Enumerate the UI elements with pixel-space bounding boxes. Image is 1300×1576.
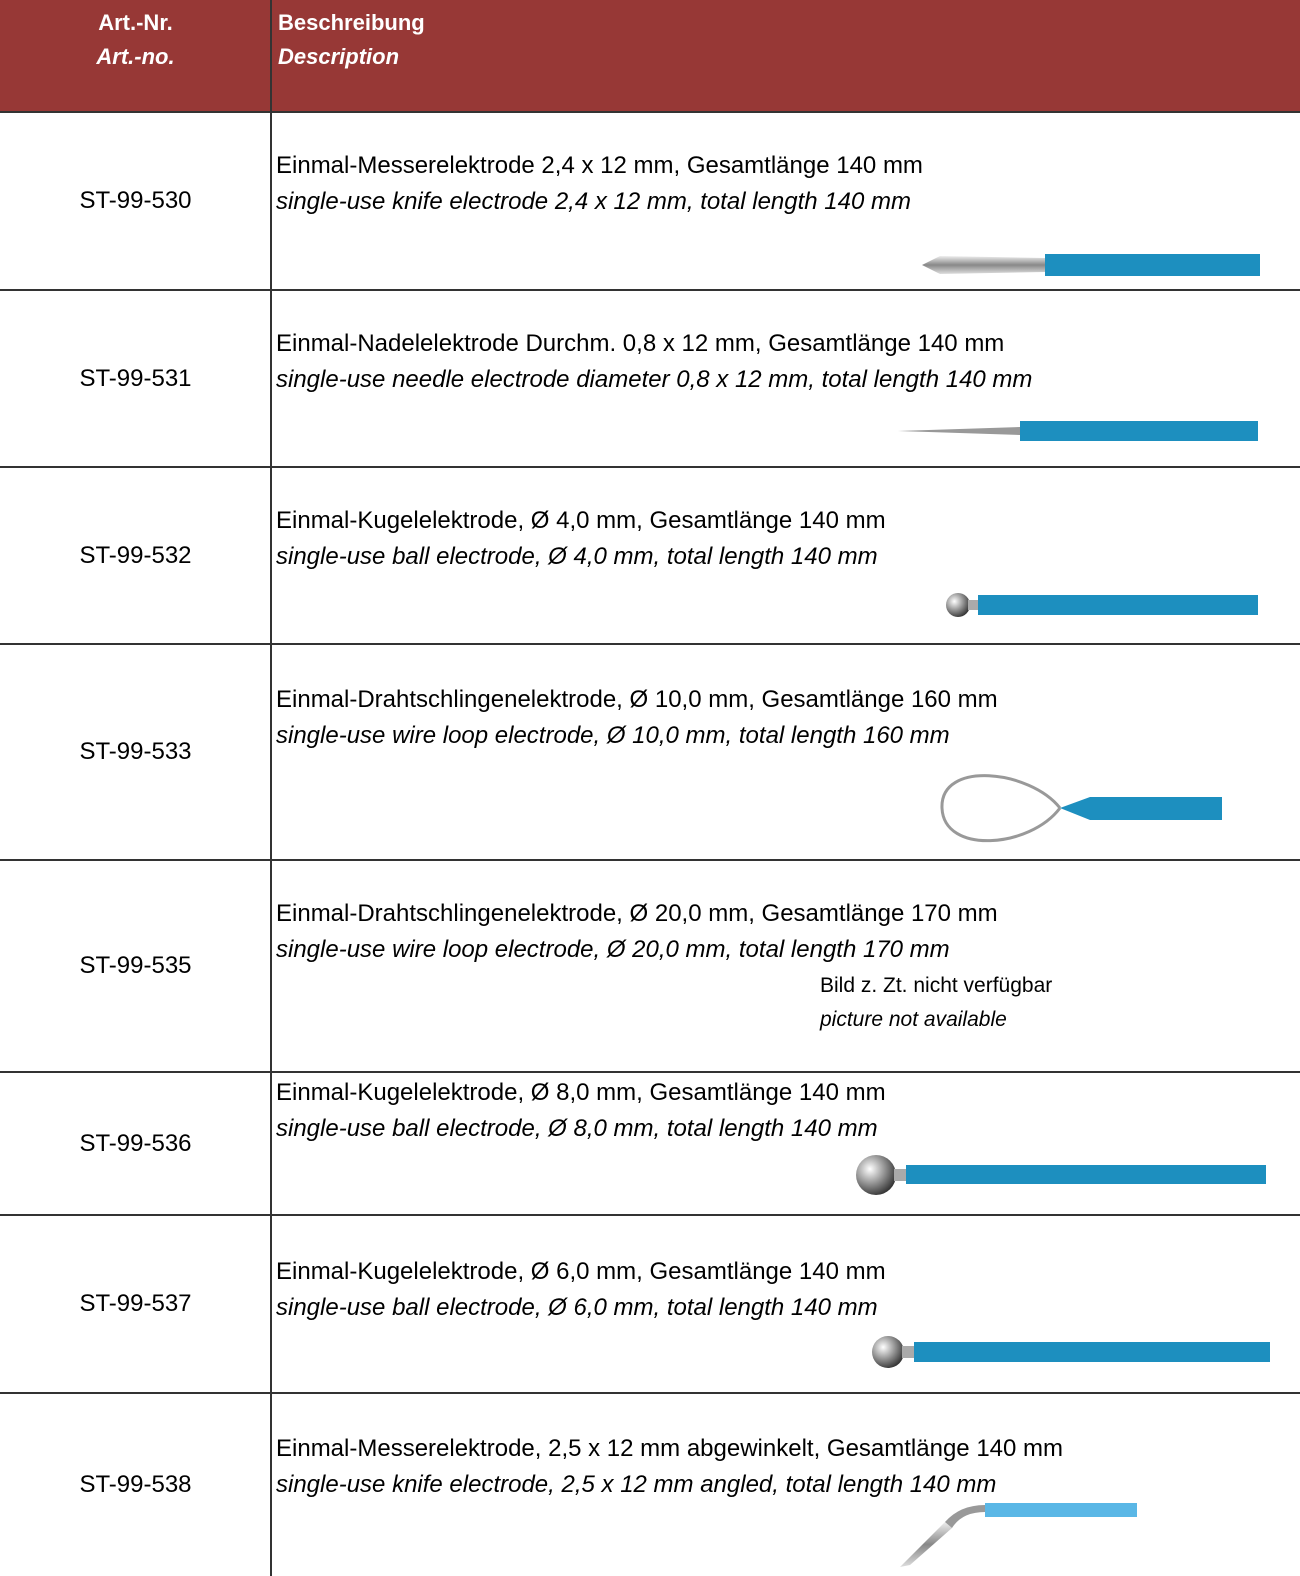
art-no: ST-99-530 — [79, 187, 192, 214]
header-description-de: Beschreibung — [278, 10, 425, 35]
row-divider — [0, 1214, 1300, 1216]
description-de: Einmal-Kugelelektrode, Ø 6,0 mm, Gesamtl… — [276, 1258, 886, 1285]
header-description: Beschreibung Description — [278, 6, 425, 74]
art-no: ST-99-532 — [79, 541, 192, 569]
art-no: ST-99-538 — [79, 1470, 192, 1498]
header-art-no-de: Art.-Nr. — [98, 10, 173, 35]
description-de: Einmal-Nadelelektrode Durchm. 0,8 x 12 m… — [276, 330, 1005, 357]
description-en: single-use wire loop electrode, Ø 20,0 m… — [276, 936, 950, 963]
medium-ball-electrode — [872, 1336, 1270, 1368]
header — [0, 0, 1300, 112]
large-ball-electrode — [856, 1155, 1266, 1195]
description-en: single-use ball electrode, Ø 4,0 mm, tot… — [276, 543, 878, 570]
description-de: Einmal-Kugelelektrode, Ø 8,0 mm, Gesamtl… — [276, 1079, 886, 1106]
angled-knife-electrode — [900, 1503, 1137, 1567]
row-divider — [0, 1071, 1300, 1073]
note-de: Bild z. Zt. nicht verfügbar — [820, 974, 1053, 997]
description-de: Einmal-Messerelektrode 2,4 x 12 mm, Gesa… — [276, 152, 923, 179]
art-no: ST-99-537 — [79, 1290, 192, 1317]
description-en: single-use ball electrode, Ø 6,0 mm, tot… — [276, 1294, 878, 1321]
header-art-no: Art.-Nr. Art.-no. — [0, 6, 271, 74]
description-en: single-use ball electrode, Ø 8,0 mm, tot… — [276, 1115, 878, 1142]
description-en: single-use knife electrode 2,4 x 12 mm, … — [276, 188, 911, 215]
description-en: single-use wire loop electrode, Ø 10,0 m… — [276, 722, 950, 749]
art-no: ST-99-531 — [79, 364, 192, 392]
description-en: single-use knife electrode, 2,5 x 12 mm … — [276, 1471, 997, 1498]
needle-electrode — [898, 421, 1258, 441]
art-no: ST-99-535 — [79, 952, 192, 979]
description-de: Einmal-Kugelelektrode, Ø 4,0 mm, Gesamtl… — [276, 507, 886, 534]
row-divider — [0, 859, 1300, 861]
row-divider — [0, 289, 1300, 291]
row-divider — [0, 466, 1300, 468]
column-divider — [270, 0, 272, 1576]
note-en: picture not available — [820, 1008, 1007, 1031]
row-divider — [0, 643, 1300, 645]
description-de: Einmal-Drahtschlingenelektrode, Ø 10,0 m… — [276, 686, 998, 713]
header-art-no-en: Art.-no. — [96, 44, 175, 69]
small-ball-electrode — [946, 593, 1258, 617]
art-no: ST-99-533 — [79, 738, 192, 765]
header-divider — [0, 111, 1300, 113]
art-no: ST-99-536 — [79, 1129, 192, 1157]
description-de: Einmal-Messerelektrode, 2,5 x 12 mm abge… — [276, 1435, 1064, 1462]
loop-electrode — [940, 774, 1222, 843]
row-divider — [0, 1392, 1300, 1394]
description-de: Einmal-Drahtschlingenelektrode, Ø 20,0 m… — [276, 900, 998, 927]
header-description-en: Description — [278, 44, 400, 69]
description-en: single-use needle electrode diameter 0,8… — [276, 366, 1033, 393]
knife-electrode — [922, 254, 1260, 276]
